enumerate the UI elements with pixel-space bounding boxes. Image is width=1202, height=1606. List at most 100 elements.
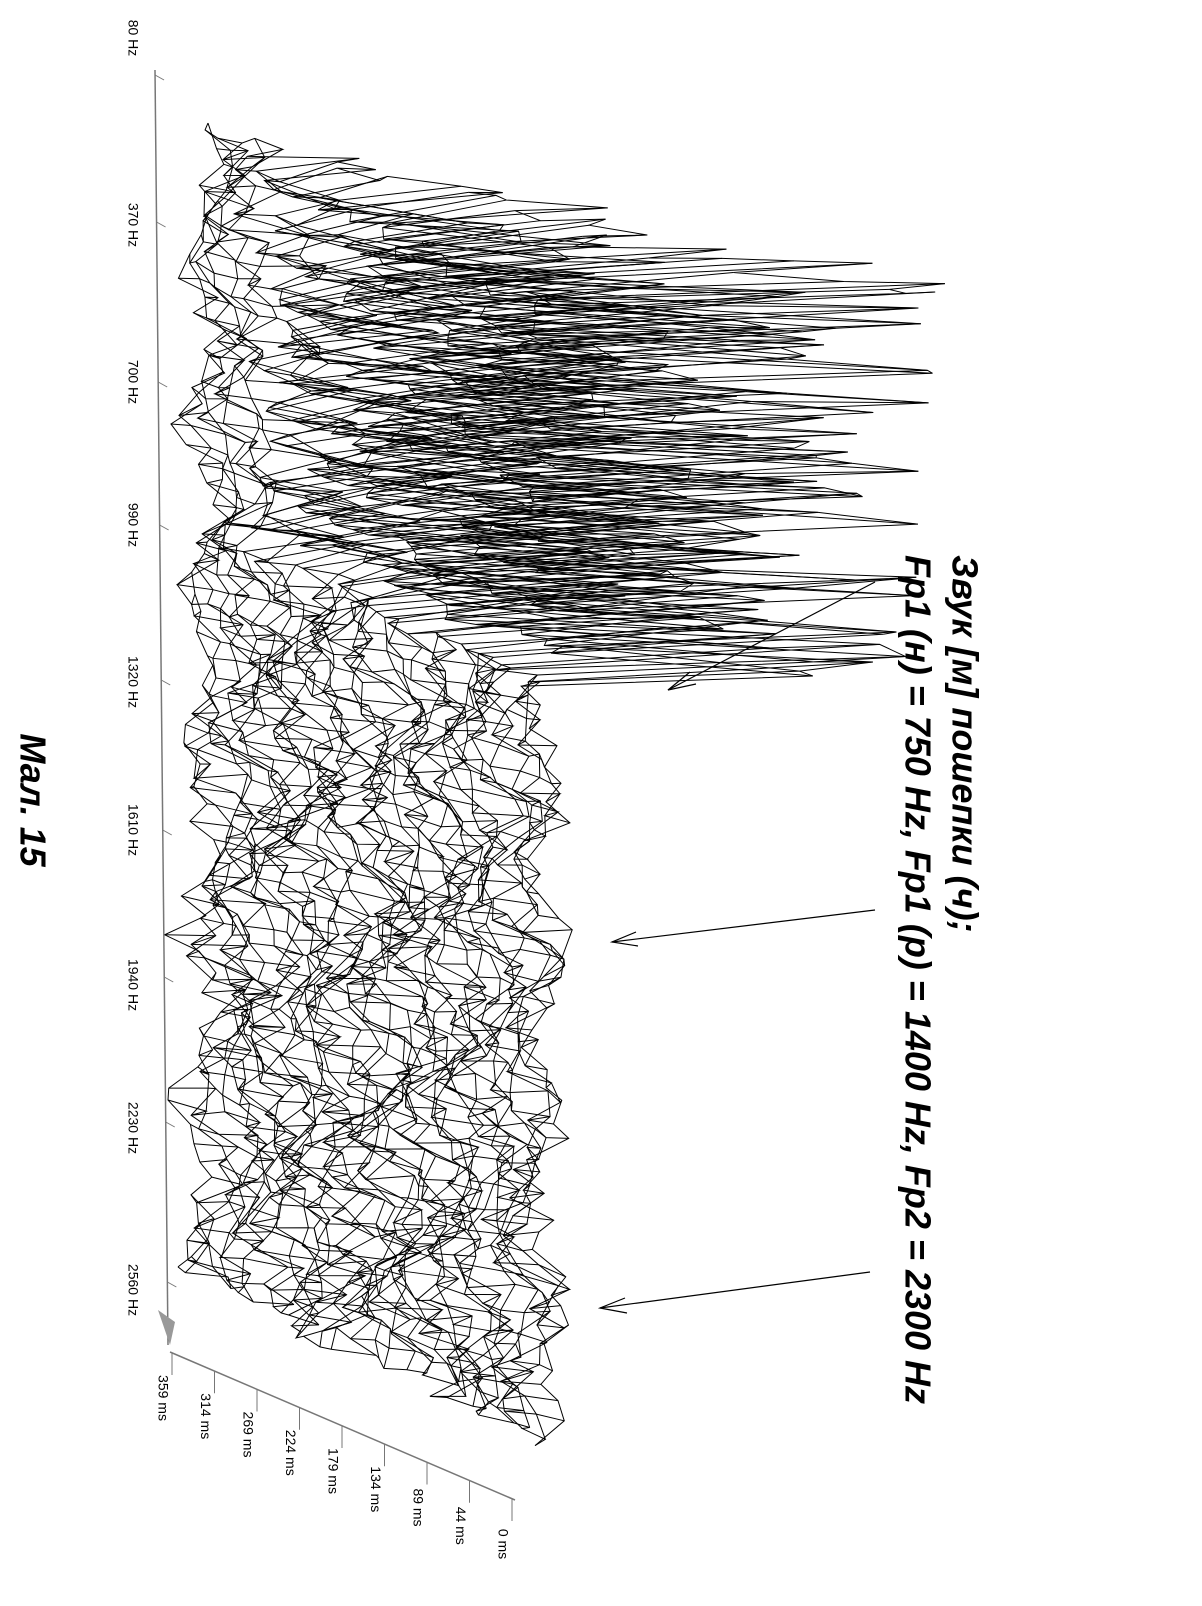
time-tick-label: 134 ms [368,1466,384,1512]
frequency-tick-label: 2560 Hz [125,1264,141,1316]
spectrogram-mesh [163,122,945,1447]
mesh-line [186,444,581,612]
mesh-line [211,972,569,1139]
mesh-line [204,296,562,469]
mesh-line [189,253,551,430]
mesh-line [163,122,240,1268]
mesh-line [168,1087,533,1252]
mesh-line [193,1218,541,1385]
mesh-line [455,262,873,1412]
mesh-line [183,742,559,919]
frequency-axis [154,69,169,1346]
frequency-tick-label: 700 Hz [125,360,141,404]
time-tick-label: 179 ms [325,1448,341,1494]
mesh-line [216,148,550,315]
mesh-line [192,763,573,933]
mesh-line [187,1256,565,1422]
arrow [667,581,876,691]
mesh-line [391,235,687,1386]
mesh-line [201,517,541,687]
mesh-line [222,163,921,333]
mesh-line [303,191,506,1337]
frequency-tick-label: 1610 Hz [125,804,141,856]
mesh-line [213,839,556,1009]
mesh-line [405,246,748,1397]
mesh-line [207,803,566,978]
time-tick-label: 269 ms [240,1412,256,1458]
mesh-line [199,184,539,353]
mesh-line [167,1099,566,1278]
mesh-line [212,665,547,842]
frequency-tick [162,829,172,836]
axis-corner [158,1310,175,1345]
annotation-line: Звук [м] пошепки (ч); [944,555,985,933]
mesh-line [209,148,284,1293]
mesh-line [170,423,917,597]
arrow-head [667,671,697,691]
mesh-line [199,1158,569,1329]
arrow-head [597,1297,628,1314]
frequency-tick-label: 370 Hz [125,203,141,247]
mesh-line [249,161,377,1307]
mesh-line [196,541,541,706]
mesh-line [212,504,906,677]
mesh-line [198,1049,554,1221]
arrow-head [609,931,639,947]
mesh-line [181,895,548,1071]
mesh-line [231,157,360,1305]
mesh-line [198,915,553,1089]
mesh-line [178,403,540,574]
mesh-line [185,723,539,895]
mesh-line [263,167,433,1316]
mesh-line [480,283,945,1428]
mesh-line [197,1066,540,1237]
frequency-tick [165,1121,175,1128]
time-tick-label: 224 ms [283,1430,299,1476]
mesh-line [190,593,545,768]
mesh-line [206,478,566,654]
mesh-line [201,879,539,1048]
mesh-line [190,1124,572,1296]
mesh-line [191,702,542,880]
mesh-line [217,329,536,503]
mesh-line [190,1194,553,1372]
mesh-line [207,655,571,824]
mesh-line [291,185,468,1333]
mesh-line [193,1143,561,1310]
frequency-tick [159,524,169,531]
mesh-line [176,129,247,1273]
mesh-line [201,989,542,1161]
mesh-line [175,571,557,747]
mesh-line [204,122,945,294]
frequency-tick [164,976,174,983]
mesh-line [207,855,532,1031]
caption: Мал. 15 [12,733,53,867]
mesh-line [200,371,544,542]
mesh-line [191,387,780,558]
arrow [599,1271,871,1309]
mesh-line [164,934,563,1104]
mesh-line [202,200,933,374]
frequency-tick [160,679,171,686]
mesh-line [177,1266,547,1447]
mesh-line [443,260,848,1409]
mesh-line [201,685,531,860]
mesh-line [186,137,255,1278]
mesh-line [368,224,665,1374]
mesh-line [190,786,563,959]
mesh-line [198,462,897,635]
mesh-line [494,288,929,1429]
frequency-tick [154,74,165,81]
time-tick-label: 89 ms [410,1488,426,1526]
arrows [597,581,876,1314]
frequency-tick-label: 990 Hz [125,503,141,547]
frequency-tick-label: 2230 Hz [125,1102,141,1154]
frequency-tick [157,381,168,388]
time-tick-label: 0 ms [495,1529,511,1559]
mesh-line [200,234,929,414]
frequency-tick-label: 80 Hz [125,20,141,57]
mesh-line [192,553,542,729]
mesh-line [193,312,919,482]
frequency-tick [156,221,166,228]
